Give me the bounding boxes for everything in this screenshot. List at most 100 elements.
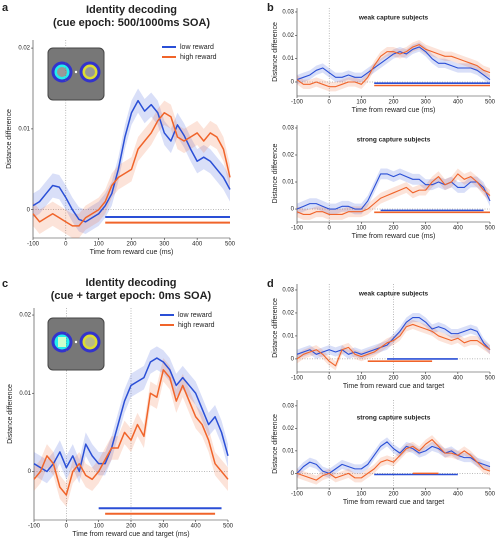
y-tick-label: 0.01 <box>18 126 30 132</box>
x-tick-label: 200 <box>388 226 399 232</box>
y-tick-label: 0 <box>27 207 31 213</box>
series-line <box>32 99 231 223</box>
x-tick-label: 200 <box>388 376 399 382</box>
series-line <box>33 369 229 496</box>
series-line <box>33 357 229 473</box>
y-axis-label: Distance difference <box>272 143 279 203</box>
inset-c <box>47 317 105 371</box>
panel-label: c <box>2 278 8 290</box>
y-tick-label: 0.02 <box>282 426 294 432</box>
series-line <box>296 173 491 215</box>
panel-label: a <box>2 2 9 14</box>
x-tick-label: -100 <box>291 226 304 232</box>
x-tick-label: 0 <box>327 226 331 232</box>
x-axis-label: Time from reward cue (ms) <box>352 233 436 240</box>
x-tick-label: 0 <box>327 376 331 382</box>
x-tick-label: 0 <box>327 492 331 498</box>
x-tick-label: 400 <box>453 226 464 232</box>
x-tick-label: 0 <box>64 242 68 248</box>
x-tick-label: 400 <box>453 492 464 498</box>
y-tick-label: 0.01 <box>282 56 294 62</box>
x-tick-label: 300 <box>159 242 170 248</box>
series-line <box>296 173 491 210</box>
error-band <box>297 435 490 485</box>
error-band <box>297 42 490 85</box>
x-tick-label: 200 <box>388 100 399 106</box>
x-tick-label: 100 <box>356 492 367 498</box>
x-tick-label: 300 <box>421 492 432 498</box>
series-line <box>296 44 491 88</box>
series-line <box>296 323 491 367</box>
x-axis-label: Time from reward cue and target <box>343 499 444 506</box>
y-tick-label: 0.03 <box>282 288 294 294</box>
y-tick-label: 0.03 <box>282 10 294 16</box>
series-line <box>296 46 491 81</box>
x-tick-label: 500 <box>225 242 236 248</box>
x-tick-label: 100 <box>356 376 367 382</box>
error-band <box>33 88 230 234</box>
chart-title: strong capture subjects <box>357 137 431 144</box>
x-tick-label: 400 <box>453 376 464 382</box>
y-tick-label: 0.02 <box>282 33 294 39</box>
error-band <box>297 39 490 92</box>
x-tick-label: 200 <box>126 242 137 248</box>
y-tick-label: 0.03 <box>282 403 294 409</box>
x-tick-label: 400 <box>192 242 203 248</box>
x-tick-label: 300 <box>421 100 432 106</box>
x-tick-label: 300 <box>421 226 432 232</box>
legend-label: low reward <box>180 44 214 51</box>
series-line <box>296 439 491 481</box>
chart-title: weak capture subjects <box>358 291 429 298</box>
y-axis-label: Distance difference <box>272 298 279 358</box>
chart-subtitle: (cue + target epoch: 0ms SOA) <box>51 290 212 302</box>
panel-label: d <box>267 278 274 290</box>
y-tick-label: 0.02 <box>282 311 294 317</box>
x-tick-label: 300 <box>158 524 169 530</box>
y-tick-label: 0.02 <box>19 313 31 319</box>
error-band <box>297 437 490 478</box>
y-tick-label: 0.02 <box>282 153 294 159</box>
legend-label: high reward <box>180 54 217 61</box>
x-tick-label: -100 <box>291 100 304 106</box>
x-tick-label: 400 <box>453 100 464 106</box>
chart-title: weak capture subjects <box>358 15 429 22</box>
x-tick-label: 0 <box>65 524 69 530</box>
inset-a <box>47 47 105 101</box>
legend-label: low reward <box>178 312 212 319</box>
x-tick-label: 400 <box>191 524 202 530</box>
y-tick-label: 0 <box>291 471 295 477</box>
chart-subtitle: (cue epoch: 500/1000ms SOA) <box>53 17 210 29</box>
x-tick-label: 500 <box>223 524 234 530</box>
x-tick-label: 100 <box>356 100 367 106</box>
series-line <box>296 316 491 355</box>
error-band <box>297 312 490 359</box>
y-tick-label: 0.02 <box>18 46 30 52</box>
x-tick-label: 300 <box>421 376 432 382</box>
series-line <box>32 111 231 227</box>
x-tick-label: 200 <box>388 492 399 498</box>
y-tick-label: 0 <box>28 469 32 475</box>
x-tick-label: 500 <box>485 492 496 498</box>
y-axis-label: Distance difference <box>272 414 279 474</box>
x-tick-label: 100 <box>94 524 105 530</box>
y-tick-label: 0 <box>291 80 295 86</box>
chart-title: Identity decoding <box>86 4 177 16</box>
y-axis-label: Distance difference <box>7 384 14 444</box>
x-tick-label: -100 <box>291 376 304 382</box>
y-tick-label: 0 <box>291 207 295 213</box>
x-tick-label: 500 <box>485 100 496 106</box>
y-tick-label: 0.01 <box>282 180 294 186</box>
x-tick-label: -100 <box>291 492 304 498</box>
x-tick-label: -100 <box>28 524 41 530</box>
x-axis-label: Time from reward cue (ms) <box>352 107 436 114</box>
x-tick-label: 100 <box>94 242 105 248</box>
legend-label: high reward <box>178 322 215 329</box>
x-tick-label: 200 <box>126 524 137 530</box>
y-axis-label: Distance difference <box>272 22 279 82</box>
y-tick-label: 0.01 <box>282 334 294 340</box>
x-tick-label: 100 <box>356 226 367 232</box>
x-axis-label: Time from reward cue (ms) <box>90 249 174 256</box>
chart-title: Identity decoding <box>85 277 176 289</box>
y-tick-label: 0.01 <box>282 448 294 454</box>
